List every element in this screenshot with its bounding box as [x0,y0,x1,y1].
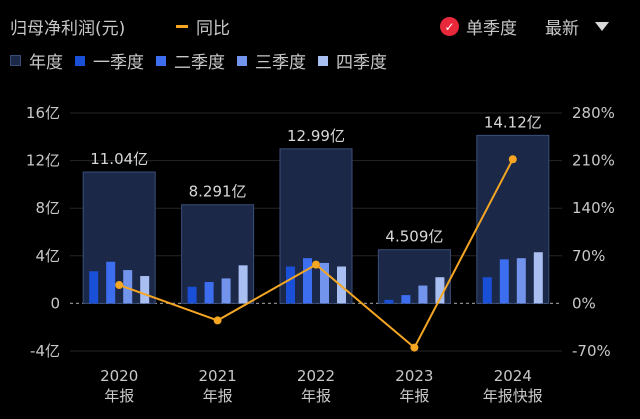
quarter-bar[interactable] [123,270,133,304]
legend-swatch-year [10,55,21,66]
y-left-tick-label: 16亿 [26,104,60,122]
y-left-tick-label: 4亿 [35,247,60,265]
quarter-bar[interactable] [482,277,492,304]
quarter-bar[interactable] [204,281,214,304]
y-right-tick-label: 0% [572,294,596,312]
y-right-tick-label: 210% [572,152,615,170]
y-right-tick-label: 70% [572,247,605,265]
latest-dropdown[interactable]: 最新 [545,14,609,39]
quarter-bar[interactable] [435,277,445,304]
quarter-bar[interactable] [187,286,197,304]
yoy-point[interactable] [213,316,222,325]
single-quarter-label: 单季度 [466,19,517,39]
quarter-bar[interactable] [106,261,116,304]
annual-value-label: 12.99亿 [287,127,345,145]
annual-value-label: 14.12亿 [484,113,542,131]
yoy-point[interactable] [410,343,419,352]
annual-value-label: 11.04亿 [90,150,148,168]
x-tick-sublabel: 年报快报 [483,387,543,405]
y-left-tick-label: 8亿 [35,199,60,217]
y-right-tick-label: 140% [572,199,615,217]
x-tick-label: 2023 [395,367,433,385]
legend-swatch-q3 [237,55,247,66]
yoy-legend-label: 同比 [196,19,230,39]
yoy-line-swatch [176,25,188,28]
quarter-bar[interactable] [140,276,150,304]
dropdown-triangle-icon [595,22,609,31]
quarter-bar[interactable] [303,258,312,304]
annual-value-label: 4.509亿 [385,228,443,246]
legend-label-q2: 二季度 [174,53,225,73]
quarter-bar[interactable] [286,266,295,304]
y-right-tick-label: -70% [572,342,611,360]
legend: 年度 一季度 二季度 三季度 四季度 [10,48,399,73]
yoy-point[interactable] [312,260,320,269]
x-tick-sublabel: 年报 [301,387,331,405]
annual-value-label: 8.291亿 [189,183,247,201]
x-tick-sublabel: 年报 [203,387,233,405]
quarter-bar[interactable] [418,285,428,304]
check-icon: ✓ [440,17,459,36]
yoy-legend: 同比 [176,14,230,39]
quarter-bar[interactable] [516,258,526,304]
legend-label-q3: 三季度 [255,53,306,73]
y-left-tick-label: 0 [50,294,60,312]
yoy-point[interactable] [508,155,517,164]
quarter-bar[interactable] [401,295,411,304]
quarter-bar[interactable] [221,278,231,304]
x-tick-label: 2024 [494,367,532,385]
y-left-tick-label: -4亿 [30,342,60,360]
legend-item-q4[interactable]: 四季度 [318,48,387,73]
quarter-bar[interactable] [499,259,509,304]
x-tick-label: 2022 [297,367,335,385]
single-quarter-toggle[interactable]: ✓ 单季度 [440,14,517,39]
legend-item-year[interactable]: 年度 [10,48,63,73]
quarter-bar[interactable] [533,252,543,304]
x-tick-sublabel: 年报 [104,387,134,405]
quarter-bar[interactable] [238,265,248,304]
x-tick-sublabel: 年报 [399,387,429,405]
legend-item-q1[interactable]: 一季度 [75,48,144,73]
yoy-point[interactable] [115,281,124,290]
x-tick-label: 2021 [199,367,237,385]
latest-label: 最新 [545,19,579,39]
legend-swatch-q1 [75,55,85,66]
quarter-bar[interactable] [320,262,329,304]
legend-item-q2[interactable]: 二季度 [156,48,225,73]
chart-title: 归母净利润(元) [10,19,126,39]
legend-item-q3[interactable]: 三季度 [237,48,306,73]
legend-swatch-q4 [318,55,328,66]
x-tick-label: 2020 [100,367,138,385]
legend-swatch-q2 [156,55,166,66]
y-right-tick-label: 280% [572,104,615,122]
quarter-bar[interactable] [384,299,394,304]
quarter-bar[interactable] [89,271,99,304]
y-left-tick-label: 12亿 [26,152,60,170]
legend-label-q1: 一季度 [93,53,144,73]
legend-label-q4: 四季度 [336,53,387,73]
legend-label-year: 年度 [29,53,63,73]
